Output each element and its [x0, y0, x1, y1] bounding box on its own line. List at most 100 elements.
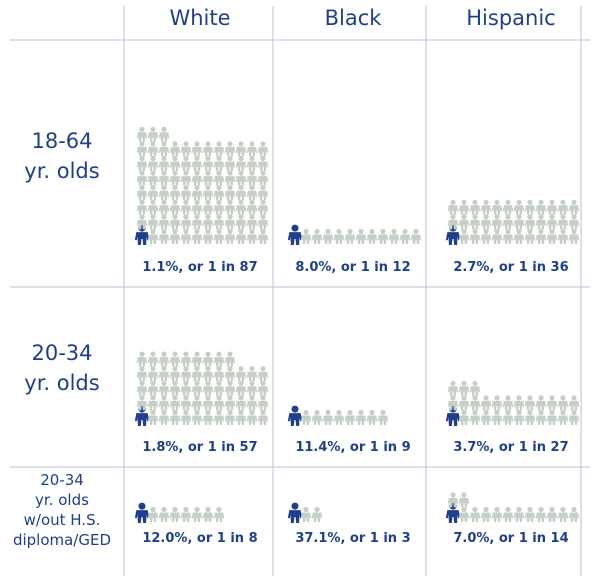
person-icon: [169, 351, 181, 367]
person-icon: [399, 228, 411, 244]
person-icon: [224, 395, 236, 411]
person-icon: [546, 214, 558, 230]
person-icon: [235, 199, 247, 215]
person-icon: [502, 409, 514, 425]
person-icon: [447, 199, 459, 215]
person-icon: [136, 185, 148, 201]
person-icon: [546, 199, 558, 215]
person-icon: [202, 170, 214, 186]
highlighted-person-icon: [445, 224, 461, 245]
person-icon: [147, 185, 159, 201]
person-icon: [568, 214, 580, 230]
person-icon: [388, 228, 400, 244]
person-icon: [191, 141, 203, 157]
highlighted-person-icon: [134, 405, 150, 426]
person-icon: [147, 380, 159, 396]
person-icon: [169, 185, 181, 201]
person-icon: [202, 351, 214, 367]
person-icon: [257, 199, 269, 215]
person-icon: [377, 409, 389, 425]
person-icon: [524, 214, 536, 230]
person-icon: [557, 228, 569, 244]
person-icon: [447, 380, 459, 396]
person-icon: [480, 409, 492, 425]
person-icon: [169, 228, 181, 244]
person-icon: [235, 141, 247, 157]
person-icon: [469, 409, 481, 425]
person-icon: [158, 170, 170, 186]
person-icon: [257, 214, 269, 230]
person-icon: [458, 492, 470, 508]
person-icon: [257, 170, 269, 186]
person-icon: [480, 395, 492, 411]
person-icon: [546, 506, 558, 522]
person-icon: [158, 351, 170, 367]
highlighted-person-icon: [134, 502, 150, 523]
person-icon: [235, 395, 247, 411]
person-icon: [169, 199, 181, 215]
person-icon: [136, 214, 148, 230]
person-icon: [524, 395, 536, 411]
person-icon: [213, 199, 225, 215]
person-icon: [147, 199, 159, 215]
person-icon: [224, 351, 236, 367]
person-icon: [136, 380, 148, 396]
person-icon: [191, 366, 203, 382]
person-icon: [355, 409, 367, 425]
person-icon: [180, 351, 192, 367]
person-icon: [311, 409, 323, 425]
person-icon: [524, 506, 536, 522]
person-icon: [535, 228, 547, 244]
person-icon: [136, 351, 148, 367]
person-icon: [136, 141, 148, 157]
person-icon: [257, 380, 269, 396]
person-icon: [158, 506, 170, 522]
person-icon: [491, 395, 503, 411]
person-icon: [213, 170, 225, 186]
person-icon: [158, 366, 170, 382]
row-label-line: diploma/GED: [12, 531, 112, 549]
person-icon: [224, 199, 236, 215]
person-icon: [169, 395, 181, 411]
person-icon: [213, 228, 225, 244]
row-label-20-34-no-diploma: 20-34 yr. olds w/out H.S. diploma/GED: [0, 470, 124, 550]
person-icon: [158, 155, 170, 171]
person-icon: [180, 155, 192, 171]
person-icon: [480, 506, 492, 522]
person-icon: [191, 409, 203, 425]
person-icon: [147, 126, 159, 142]
person-icon: [191, 170, 203, 186]
person-icon: [147, 409, 159, 425]
person-icon: [136, 170, 148, 186]
person-icon: [480, 199, 492, 215]
person-icon: [366, 228, 378, 244]
person-icon: [235, 155, 247, 171]
person-icon: [213, 185, 225, 201]
person-icon: [246, 141, 258, 157]
person-icon: [377, 228, 389, 244]
person-icon: [213, 380, 225, 396]
person-icon: [191, 199, 203, 215]
person-icon: [458, 395, 470, 411]
person-icon: [300, 506, 312, 522]
person-icon: [513, 199, 525, 215]
person-icon: [246, 409, 258, 425]
person-icon: [535, 199, 547, 215]
person-icon: [557, 409, 569, 425]
row-label-line: 18-64: [31, 129, 93, 153]
column-header-black: Black: [324, 6, 382, 30]
row-label-line: yr. olds: [24, 371, 100, 395]
rate-label-18-64-black: 8.0%, or 1 in 12: [295, 260, 411, 275]
person-icon: [469, 228, 481, 244]
rate-label-18-64-white: 1.1%, or 1 in 87: [142, 260, 258, 275]
person-icon: [469, 214, 481, 230]
person-icon: [180, 185, 192, 201]
person-icon: [235, 228, 247, 244]
person-icon: [191, 351, 203, 367]
person-icon: [158, 141, 170, 157]
rate-label-20-34-white: 1.8%, or 1 in 57: [142, 440, 258, 455]
person-icon: [191, 155, 203, 171]
person-icon: [257, 155, 269, 171]
person-icon: [180, 214, 192, 230]
